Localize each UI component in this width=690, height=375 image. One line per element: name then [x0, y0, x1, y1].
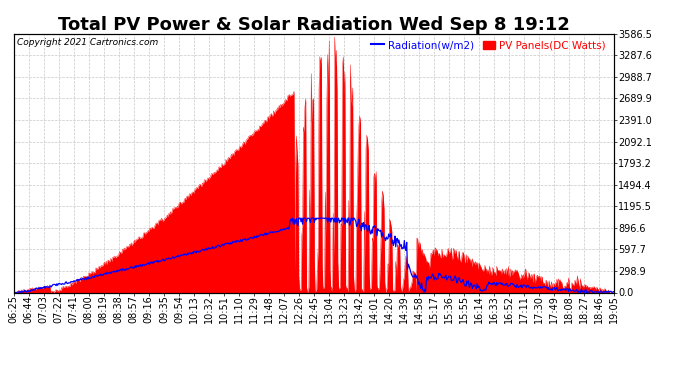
Legend: Radiation(w/m2), PV Panels(DC Watts): Radiation(w/m2), PV Panels(DC Watts): [371, 40, 606, 50]
Text: Copyright 2021 Cartronics.com: Copyright 2021 Cartronics.com: [17, 38, 158, 46]
Title: Total PV Power & Solar Radiation Wed Sep 8 19:12: Total PV Power & Solar Radiation Wed Sep…: [58, 16, 570, 34]
